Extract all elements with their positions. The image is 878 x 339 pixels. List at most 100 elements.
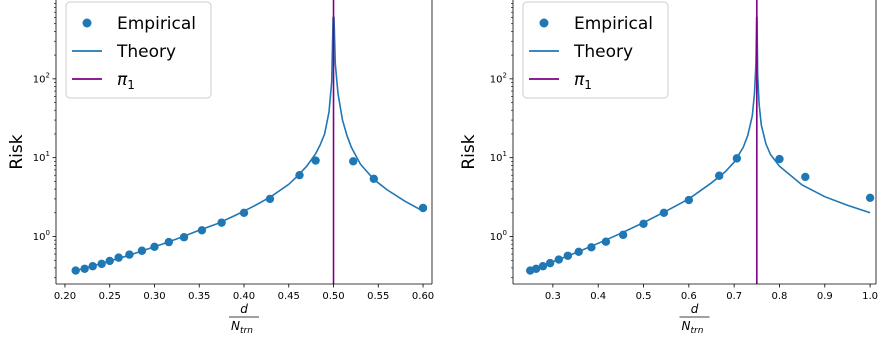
theory-line bbox=[529, 16, 871, 272]
legend-label-subscript: 1 bbox=[127, 78, 135, 92]
x-axis-label-numerator: d bbox=[691, 302, 699, 316]
y-tick-label: 101 bbox=[33, 150, 50, 164]
x-tick-label: 0.8 bbox=[772, 291, 788, 302]
legend-label-text: π bbox=[117, 70, 128, 90]
y-tick-label-base: 10 bbox=[33, 232, 46, 243]
legend-box bbox=[65, 1, 212, 99]
empirical-point bbox=[265, 194, 275, 204]
empirical-point bbox=[137, 246, 147, 255]
empirical-point bbox=[639, 219, 648, 229]
legend-label-theory: Theory bbox=[116, 42, 176, 62]
empirical-point bbox=[538, 262, 548, 271]
empirical-point bbox=[349, 157, 358, 166]
empirical-point bbox=[554, 255, 563, 264]
y-tick-label-exponent: 1 bbox=[503, 150, 507, 158]
empirical-point bbox=[369, 174, 379, 183]
empirical-point bbox=[97, 259, 106, 269]
empirical-point bbox=[88, 262, 97, 271]
legend-label-text: Theory bbox=[573, 42, 633, 62]
empirical-point bbox=[684, 195, 694, 205]
empirical-point bbox=[150, 242, 159, 252]
legend-label-theory: Theory bbox=[573, 42, 633, 62]
y-tick-label: 100 bbox=[490, 229, 507, 243]
empirical-point bbox=[197, 226, 207, 235]
empirical-point bbox=[618, 230, 628, 240]
y-tick-label-exponent: 2 bbox=[46, 71, 50, 79]
empirical-point bbox=[311, 156, 320, 165]
empirical-point bbox=[164, 237, 173, 247]
empirical-point bbox=[418, 203, 428, 213]
x-tick-label: 0.40 bbox=[233, 291, 255, 302]
y-tick-label-exponent: 1 bbox=[46, 150, 50, 158]
legend-box bbox=[522, 1, 669, 99]
x-tick-label: 0.30 bbox=[143, 291, 165, 302]
x-tick-label: 0.55 bbox=[367, 291, 389, 302]
x-tick-label: 0.9 bbox=[817, 291, 833, 302]
empirical-point bbox=[179, 233, 189, 242]
empirical-point bbox=[732, 154, 742, 163]
x-tick-label: 1.0 bbox=[862, 291, 878, 302]
x-axis-label-denominator-base: N bbox=[682, 319, 691, 333]
legend-label-pi1: π1 bbox=[574, 70, 592, 92]
x-axis-label-denominator: Ntrn bbox=[231, 319, 253, 336]
legend-label-text: Empirical bbox=[574, 14, 653, 34]
y-tick-label-base: 10 bbox=[33, 74, 46, 85]
x-tick-label: 0.7 bbox=[726, 291, 742, 302]
x-tick-label: 0.35 bbox=[188, 291, 210, 302]
x-tick-label: 0.4 bbox=[590, 291, 606, 302]
empirical-point bbox=[105, 256, 114, 266]
empirical-point bbox=[531, 264, 541, 273]
empirical-point bbox=[714, 171, 724, 180]
legend-marker-empirical bbox=[539, 18, 549, 28]
empirical-point bbox=[295, 170, 304, 180]
y-axis-label: Risk bbox=[7, 134, 27, 169]
x-axis-label-denominator: Ntrn bbox=[682, 319, 704, 336]
y-tick-label: 102 bbox=[490, 71, 507, 85]
y-tick-label-base: 10 bbox=[490, 232, 503, 243]
empirical-point bbox=[601, 237, 611, 246]
x-axis-label-numerator: d bbox=[240, 302, 248, 316]
empirical-point bbox=[71, 266, 80, 275]
x-axis-label-denominator-sub: trn bbox=[691, 326, 704, 336]
y-tick-label-base: 10 bbox=[33, 153, 46, 164]
x-tick-label: 0.60 bbox=[412, 291, 434, 302]
empirical-point bbox=[574, 247, 583, 257]
empirical-point bbox=[114, 253, 123, 262]
y-tick-label: 100 bbox=[33, 229, 50, 243]
legend-label-pi1: π1 bbox=[117, 70, 135, 92]
y-tick-label-base: 10 bbox=[490, 153, 503, 164]
empirical-point bbox=[801, 172, 810, 182]
legend-label-text: Theory bbox=[116, 42, 176, 62]
empirical-point bbox=[659, 208, 669, 217]
y-tick-label-exponent: 2 bbox=[503, 71, 507, 79]
x-axis-label-denominator-base: N bbox=[231, 319, 240, 333]
x-tick-label: 0.50 bbox=[322, 291, 344, 302]
empirical-point bbox=[545, 258, 555, 268]
y-tick-label-exponent: 0 bbox=[46, 229, 50, 237]
x-tick-label: 0.25 bbox=[99, 291, 121, 302]
empirical-point bbox=[775, 154, 784, 164]
empirical-point bbox=[865, 193, 875, 202]
x-tick-label: 0.6 bbox=[681, 291, 697, 302]
empirical-point bbox=[217, 218, 226, 227]
legend-label-empirical: Empirical bbox=[574, 14, 653, 34]
y-tick-label-base: 10 bbox=[490, 74, 503, 85]
y-tick-label-exponent: 0 bbox=[503, 229, 507, 237]
y-axis-label: Risk bbox=[459, 134, 479, 169]
empirical-point bbox=[563, 251, 573, 260]
empirical-point bbox=[587, 243, 596, 252]
legend-label-empirical: Empirical bbox=[117, 14, 196, 34]
legend-marker-empirical bbox=[82, 18, 92, 28]
empirical-point bbox=[239, 208, 249, 217]
x-tick-label: 0.3 bbox=[545, 291, 561, 302]
x-axis-label-denominator-sub: trn bbox=[240, 326, 253, 336]
legend-label-subscript: 1 bbox=[584, 78, 592, 92]
y-tick-label: 102 bbox=[33, 71, 50, 85]
x-tick-label: 0.5 bbox=[636, 291, 652, 302]
legend-label-text: Empirical bbox=[117, 14, 196, 34]
legend-label-text: π bbox=[574, 70, 585, 90]
empirical-point bbox=[80, 264, 89, 273]
